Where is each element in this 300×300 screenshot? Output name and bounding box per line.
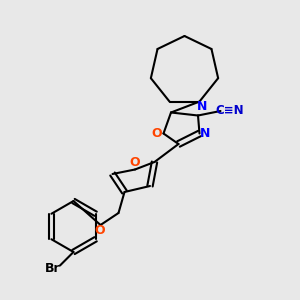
Text: Br: Br bbox=[45, 262, 60, 275]
Text: C≡N: C≡N bbox=[215, 104, 244, 118]
Text: N: N bbox=[200, 127, 211, 140]
Text: O: O bbox=[152, 127, 162, 140]
Text: O: O bbox=[130, 156, 140, 170]
Text: N: N bbox=[197, 100, 207, 112]
Text: O: O bbox=[94, 224, 105, 237]
